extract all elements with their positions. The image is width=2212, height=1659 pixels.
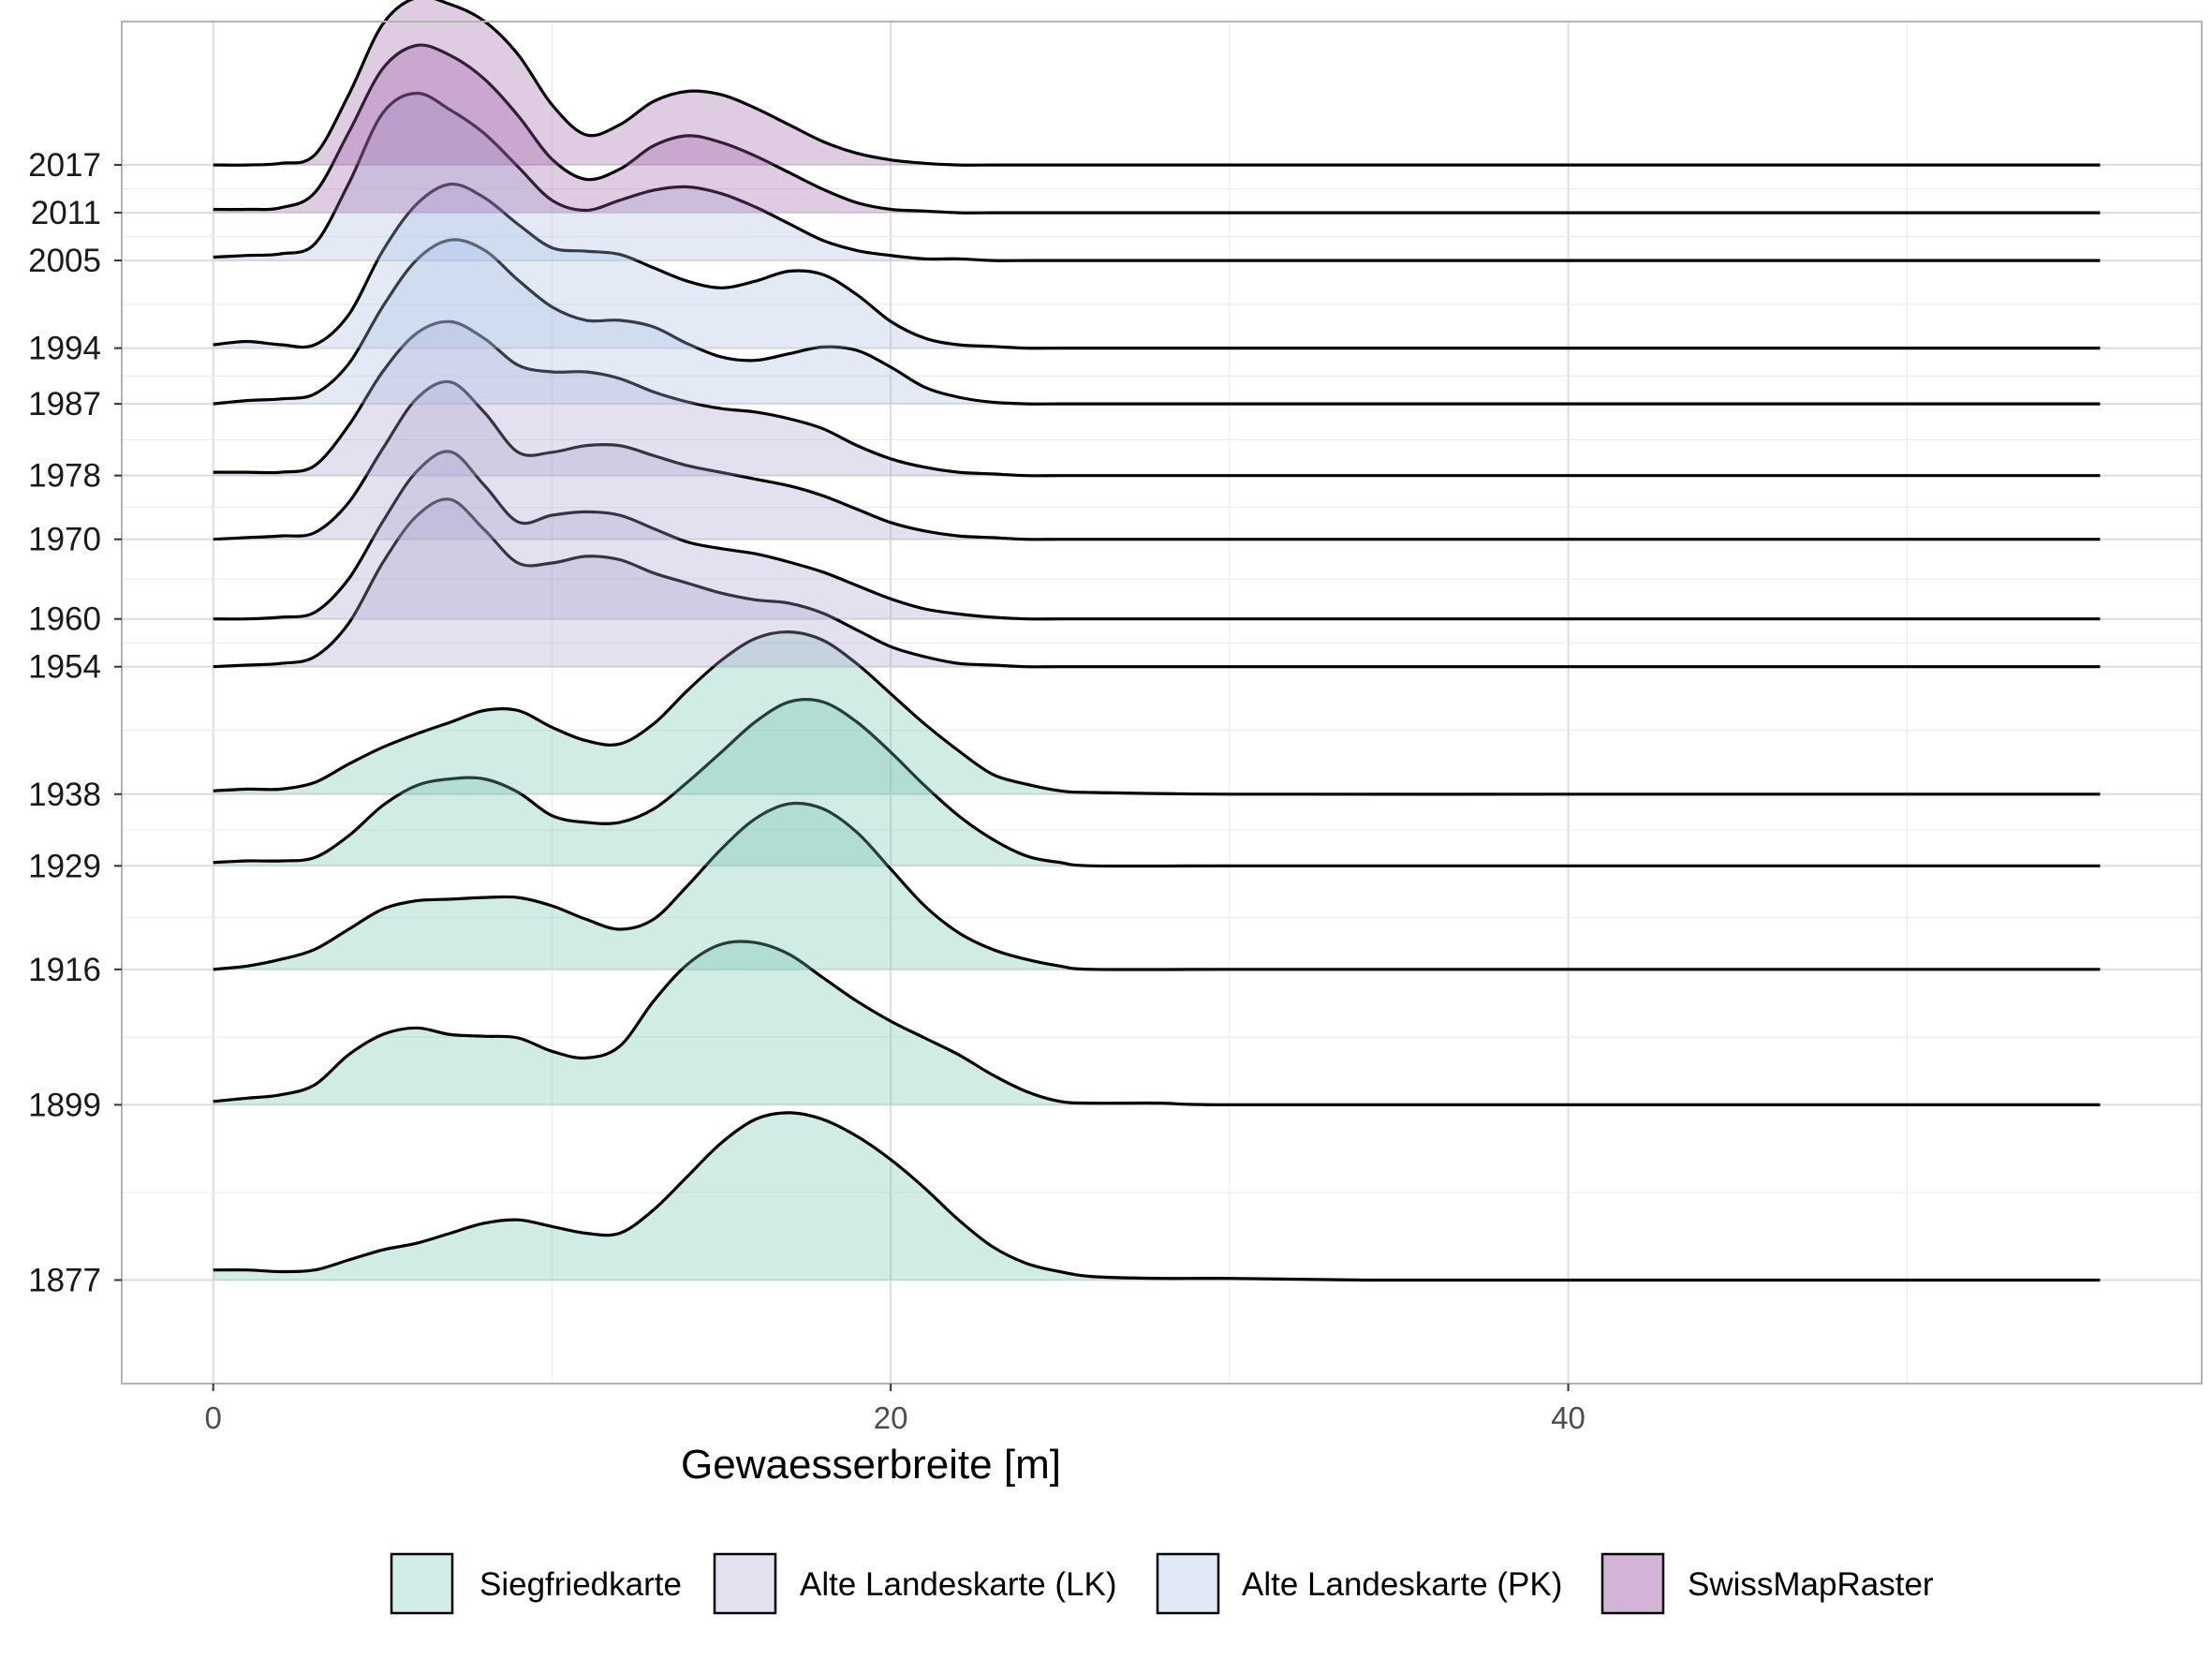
ridge-line-1978 — [213, 319, 2101, 478]
ridge-1987 — [213, 238, 2101, 406]
ridge-line-1970 — [213, 379, 2101, 541]
ridge-area-2005 — [213, 93, 2101, 261]
legend-swatch — [1600, 1552, 1665, 1615]
ridge-2005 — [213, 91, 2101, 262]
ridge-area-2017 — [213, 0, 2101, 166]
ridge-line-1877 — [213, 1111, 2101, 1282]
ridge-line-2005 — [213, 91, 2101, 262]
legend-label: Siegfriedkarte — [479, 1566, 682, 1603]
y-tick-label: 1877 — [28, 1262, 101, 1298]
ridge-area-1978 — [213, 321, 2101, 476]
y-tick-label: 2017 — [28, 147, 101, 184]
x-axis-label: Gewaesserbreite [m] — [681, 1442, 1061, 1488]
y-axis: 1877 1899 1916 1929 1938 1954 1960 1970 1978 1987… — [28, 147, 122, 1298]
y-tick-label: 1954 — [28, 649, 101, 686]
y-tick-label: 1987 — [28, 386, 101, 422]
legend: Siegfriedkarte Alte Landeskarte (LK) Alte … — [390, 1552, 1934, 1615]
ridge-area-1877 — [213, 1112, 2101, 1281]
legend-item: SwissMapRaster — [1600, 1552, 1934, 1615]
ridge-1994 — [213, 182, 2101, 350]
legend-label: Alte Landeskarte (LK) — [800, 1566, 1117, 1603]
panel-border — [121, 21, 2203, 1385]
ridge-line-1987 — [213, 238, 2101, 406]
x-tick-label: 20 — [874, 1400, 908, 1435]
ridge-line-1994 — [213, 182, 2101, 350]
legend-item: Alte Landeskarte (LK) — [713, 1552, 1117, 1615]
ridge-layer — [213, 0, 2101, 1282]
legend-label: Alte Landeskarte (PK) — [1242, 1566, 1562, 1603]
ridge-2017 — [213, 0, 2101, 167]
y-tick-label: 2005 — [28, 243, 101, 279]
x-axis: 0 20 40 — [204, 1384, 1585, 1435]
ridge-1916 — [213, 801, 2101, 971]
legend-swatch — [390, 1552, 454, 1615]
y-tick-label: 2011 — [31, 195, 101, 231]
legend-item: Siegfriedkarte — [390, 1552, 682, 1615]
y-tick-label: 1970 — [28, 522, 101, 558]
ridge-area-1994 — [213, 184, 2101, 348]
ridge-area-1954 — [213, 498, 2101, 667]
y-tick-label: 1929 — [28, 848, 101, 884]
x-tick-label: 0 — [204, 1400, 221, 1435]
ridge-line-2011 — [213, 43, 2101, 215]
x-tick-label: 40 — [1551, 1400, 1585, 1435]
ridge-1960 — [213, 450, 2101, 621]
ridge-line-1938 — [213, 630, 2101, 796]
y-tick-label: 1916 — [28, 952, 101, 988]
ridge-1970 — [213, 379, 2101, 541]
ridge-1938 — [213, 630, 2101, 796]
y-tick-label: 1938 — [28, 777, 101, 813]
ridge-line-1899 — [213, 940, 2101, 1107]
ridge-area-2011 — [213, 45, 2101, 214]
ridge-1929 — [213, 698, 2101, 868]
ridge-area-1938 — [213, 631, 2101, 794]
ridge-area-1916 — [213, 803, 2101, 970]
ridge-1899 — [213, 940, 2101, 1107]
ridge-1978 — [213, 319, 2101, 478]
y-tick-label: 1899 — [28, 1087, 101, 1123]
ridge-line-1960 — [213, 450, 2101, 621]
y-tick-label: 1994 — [28, 331, 101, 367]
ridge-line-1929 — [213, 698, 2101, 868]
y-tick-label: 1960 — [28, 601, 101, 638]
ridge-area-1960 — [213, 451, 2101, 619]
ridge-line-1954 — [213, 497, 2101, 669]
ridge-area-1970 — [213, 381, 2101, 540]
ridge-area-1929 — [213, 699, 2101, 867]
legend-label: SwissMapRaster — [1688, 1566, 1934, 1603]
ridge-1954 — [213, 497, 2101, 669]
ridge-area-1899 — [213, 941, 2101, 1105]
legend-item: Alte Landeskarte (PK) — [1156, 1552, 1562, 1615]
ridge-1877 — [213, 1111, 2101, 1282]
legend-swatch — [713, 1552, 777, 1615]
y-tick-label: 1978 — [28, 458, 101, 495]
ridge-area-1987 — [213, 239, 2101, 405]
ridge-2011 — [213, 43, 2101, 215]
ridge-line-1916 — [213, 801, 2101, 971]
legend-swatch — [1156, 1552, 1220, 1615]
